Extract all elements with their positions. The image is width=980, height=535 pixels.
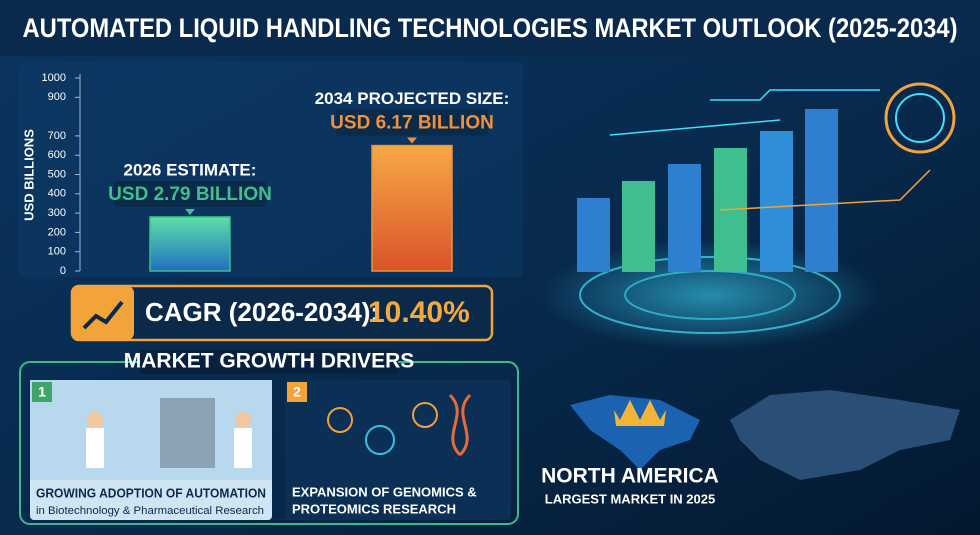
y-tick-label: 0 [60,265,66,277]
map-north-america [570,395,700,470]
y-tick-label: 1000 [42,72,66,84]
y-tick-label: 900 [48,91,66,103]
cagr-icon-bg [72,286,134,340]
cagr-box: CAGR (2026-2034): 10.40% [70,284,494,342]
y-tick-label: 200 [48,226,66,238]
drivers-title: MARKET GROWTH DRIVERS [124,350,415,373]
cagr-value: 10.40% [368,296,470,329]
driver-title: PROTEOMICS RESEARCH [292,501,456,516]
scientist [235,412,251,428]
number-badge [32,382,52,402]
robot [160,398,215,468]
decor-bar [668,164,701,272]
y-axis-label: USD BILLIONS [21,129,36,221]
driver-subtitle: in Biotechnology & Pharmaceutical Resear… [36,505,264,517]
y-tick-label: 300 [48,207,66,219]
cagr-label: CAGR (2026-2034): [145,297,379,327]
number-badge [287,382,307,402]
decor-bar [760,131,793,272]
scientist [87,412,103,428]
y-tick-label: 400 [48,188,66,200]
decor-bar [622,181,655,272]
title: AUTOMATED LIQUID HANDLING TECHNOLOGIES M… [23,13,958,43]
annotation-bg [336,109,488,136]
molecule-icon [365,425,395,455]
ring [579,256,841,334]
map-world [730,390,960,480]
dna-icon [448,393,472,457]
region-name: NORTH AMERICA [541,465,719,488]
scientist [86,428,104,468]
annotation-pointer [185,208,195,215]
driver-title: EXPANSION OF GENOMICS & [292,484,477,499]
annotation-bg [114,180,266,207]
circuit-line [710,89,880,101]
crown-icon [614,400,666,426]
drivers-title-bg [140,350,398,374]
circuit-line [719,169,931,211]
scientist [234,428,252,468]
bar [149,216,231,272]
annotation-value: USD 6.17 BILLION [330,113,494,134]
molecule-icon [327,407,353,433]
cagr-icon [82,300,124,330]
y-tick-label: 100 [48,246,66,258]
decor-right: NORTH AMERICA LARGEST MARKET IN 2025 [540,82,960,506]
drivers-panel: MARKET GROWTH DRIVERS 1 GROWING ADOPTION… [19,350,519,525]
y-tick-label: 600 [48,149,66,161]
bar [371,144,453,272]
y-tick-label: 700 [48,130,66,142]
annotation-pointer [407,137,417,144]
driver-title: GROWING ADOPTION OF AUTOMATION [36,485,266,500]
decor-bar [805,109,838,272]
annotation-value: USD 2.79 BILLION [108,184,272,205]
lab-illustration [30,380,272,480]
molecule-ring [895,93,945,143]
y-tick-label: 500 [48,168,66,180]
region-note: LARGEST MARKET IN 2025 [545,491,715,506]
molecule-ring [884,82,956,154]
annotation-label: 2026 ESTIMATE: [124,160,257,179]
atom-icon [412,402,438,428]
circuit-line [609,119,781,136]
annotation-label: 2034 PROJECTED SIZE: [315,89,510,108]
driver-number: 2 [293,384,301,400]
bar-chart: USD BILLIONS 0 100 200 300 400 500 600 700 900 10… [18,62,523,277]
title-band [0,0,980,56]
decor-bar [577,198,610,272]
driver-card [285,380,511,520]
ring [624,270,796,320]
driver-number: 1 [38,384,46,400]
